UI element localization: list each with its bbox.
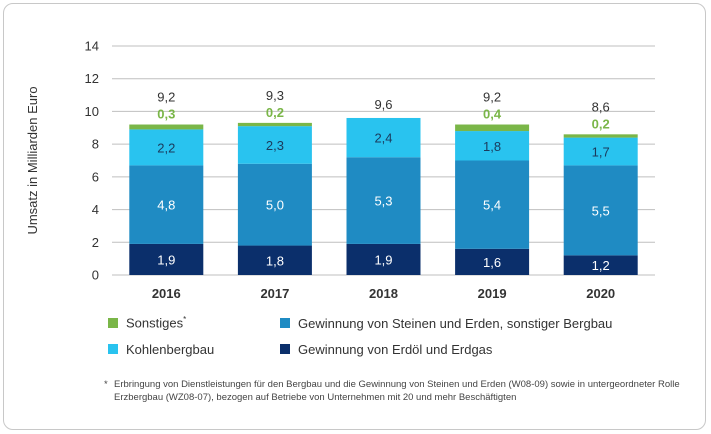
chart-frame	[3, 3, 706, 430]
legend-label: Gewinnung von Erdöl und Erdgas	[298, 341, 493, 357]
y-tick-label: 14	[85, 39, 99, 54]
bar-segment	[237, 163, 312, 246]
data-label: 5,4	[483, 198, 501, 213]
legend-swatch	[108, 318, 118, 329]
data-label: 2,2	[157, 140, 175, 155]
legend-label: Sonstiges	[126, 315, 184, 331]
legend-item-sonstiges: Sonstiges*	[108, 314, 280, 332]
bar-segment	[237, 245, 312, 275]
total-label: 9,2	[483, 90, 501, 105]
data-label-sonstiges: 0,2	[592, 116, 610, 131]
bar-segment	[563, 137, 638, 166]
y-tick-label: 10	[85, 104, 99, 119]
bar-segment	[455, 160, 530, 249]
bar-segment	[129, 129, 204, 166]
total-label: 9,3	[266, 88, 284, 103]
data-label-sonstiges: 0,4	[483, 107, 502, 122]
data-label: 2,3	[266, 138, 284, 153]
y-tick-label: 12	[85, 71, 99, 86]
bar-segment	[346, 117, 421, 158]
data-label-sonstiges: 0,2	[266, 105, 284, 120]
footnote-mark: *	[183, 315, 187, 325]
bar-segment	[346, 157, 421, 244]
bar-segment	[129, 243, 204, 275]
total-label: 8,6	[592, 99, 610, 114]
x-tick-label: 2020	[586, 286, 615, 301]
x-tick-label: 2017	[260, 286, 289, 301]
data-label: 1,7	[592, 145, 610, 160]
data-label: 1,9	[157, 252, 175, 267]
bar-segment	[455, 248, 530, 275]
data-label: 5,5	[592, 203, 610, 218]
bar-segment	[346, 243, 421, 275]
legend-item-kohlenbergbau: Kohlenbergbau	[108, 340, 280, 358]
y-tick-label: 4	[92, 202, 99, 217]
x-tick-label: 2019	[478, 286, 507, 301]
data-label: 5,0	[266, 198, 284, 213]
data-label-sonstiges: 0,3	[157, 107, 175, 122]
data-label: 1,2	[592, 258, 610, 273]
data-label: 5,3	[374, 194, 392, 209]
legend-swatch	[280, 344, 290, 355]
y-tick-label: 0	[92, 268, 99, 283]
data-label: 1,6	[483, 255, 501, 270]
legend-swatch	[108, 344, 118, 355]
legend-label: Gewinnung von Steinen und Erden, sonstig…	[298, 315, 613, 331]
legend-label: Kohlenbergbau	[126, 341, 215, 357]
total-label: 9,2	[157, 90, 175, 105]
chart-legend: Sonstiges* Gewinnung von Steinen und Erd…	[108, 314, 688, 358]
data-label: 1,8	[483, 139, 501, 154]
footnote-mark: *	[104, 379, 108, 390]
y-tick-label: 2	[92, 235, 99, 250]
total-label: 9,6	[374, 97, 392, 112]
stacked-bar-chart: 0 2 4 6 8 10 12 14 Umsatz in Milliarden Euro 1,9 4…	[25, 39, 655, 301]
footnote: * Erbringung von Dienstleistungen für de…	[104, 378, 694, 404]
bar-segment	[455, 124, 530, 132]
y-tick-label: 8	[92, 137, 99, 152]
legend-item-steine-erden: Gewinnung von Steinen und Erden, sonstig…	[280, 314, 688, 332]
x-tick-label: 2016	[152, 286, 181, 301]
bar-segment	[563, 134, 638, 138]
data-label: 4,8	[157, 198, 175, 213]
bar-segment	[129, 165, 204, 244]
bar-segment	[129, 124, 204, 130]
legend-swatch	[280, 318, 290, 329]
bar-segment	[563, 165, 638, 256]
y-axis-label: Umsatz in Milliarden Euro	[25, 86, 40, 234]
bar-segment	[455, 131, 530, 161]
bar-segment	[237, 122, 312, 127]
bar-segment	[563, 255, 638, 275]
data-label: 2,4	[374, 131, 392, 146]
x-tick-label: 2018	[369, 286, 398, 301]
y-tick-label: 6	[92, 169, 99, 184]
bar-segment	[237, 126, 312, 164]
legend-item-erdoel-erdgas: Gewinnung von Erdöl und Erdgas	[280, 340, 688, 358]
footnote-text: Erbringung von Dienstleistungen für den …	[114, 379, 680, 403]
data-label: 1,8	[266, 253, 284, 268]
data-label: 1,9	[374, 252, 392, 267]
